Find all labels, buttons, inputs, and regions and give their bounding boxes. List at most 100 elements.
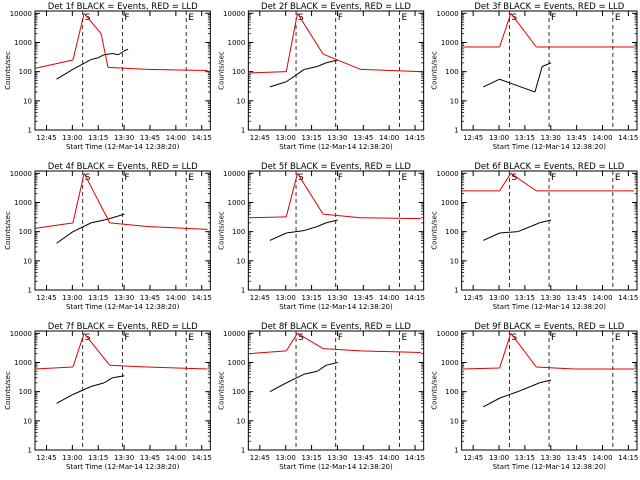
x-axis-label: Start Time (12-Mar-14 12:38:20)	[493, 143, 607, 151]
x-tick-label: 13:15	[88, 134, 108, 142]
x-tick-label: 14:15	[405, 454, 425, 462]
lld-segment	[72, 173, 85, 223]
x-tick-label: 13:45	[140, 294, 160, 302]
events-segment	[103, 217, 113, 221]
events-segment	[482, 397, 500, 408]
x-tick-label: 13:45	[353, 294, 373, 302]
lld-segment	[510, 13, 537, 48]
lld-segment	[72, 13, 85, 61]
x-tick-label: 14:15	[405, 134, 425, 142]
events-segment	[539, 219, 552, 224]
y-tick-label: 1000	[228, 359, 246, 367]
x-tick-label: 13:00	[276, 134, 296, 142]
y-tick-label: 1000	[228, 39, 246, 47]
x-tick-label: 13:45	[353, 134, 373, 142]
flag-letter: S	[298, 333, 304, 343]
lld-segment	[510, 333, 537, 368]
x-tick-label: 14:15	[618, 454, 638, 462]
y-tick-label: 1	[28, 447, 32, 455]
y-tick-label: 10000	[223, 10, 245, 18]
flag-letter: E	[402, 173, 408, 183]
x-tick-label: 12:45	[463, 294, 483, 302]
events-segment	[72, 59, 92, 70]
flag-letter: E	[402, 13, 408, 23]
x-tick-label: 13:15	[88, 454, 108, 462]
x-axis-label: Start Time (12-Mar-14 12:38:20)	[279, 143, 393, 151]
lld-segment	[323, 213, 361, 219]
x-tick-label: 12:45	[463, 134, 483, 142]
flag-letter: F	[338, 13, 343, 23]
x-tick-label: 14:00	[166, 294, 186, 302]
x-tick-label: 12:45	[463, 454, 483, 462]
x-tick-label: 13:45	[567, 294, 587, 302]
y-tick-label: 1	[454, 447, 458, 455]
y-tick-label: 10000	[223, 170, 245, 178]
events-segment	[98, 54, 105, 59]
y-tick-label: 10	[23, 417, 32, 425]
x-tick-label: 13:30	[327, 294, 347, 302]
lld-segment	[34, 222, 74, 229]
x-tick-label: 14:00	[592, 454, 612, 462]
events-segment	[499, 391, 518, 399]
y-axis-label: Counts/sec	[217, 51, 225, 90]
events-segment	[304, 370, 318, 375]
x-axis-label: Start Time (12-Mar-14 12:38:20)	[279, 463, 393, 471]
events-segment	[90, 382, 105, 387]
y-tick-label: 1	[241, 287, 245, 295]
flag-letter: S	[298, 173, 304, 183]
panel-title: Det 2f BLACK = Events, RED = LLD	[261, 2, 411, 12]
y-tick-label: 1000	[441, 199, 459, 207]
events-segment	[90, 57, 99, 61]
lld-segment	[83, 173, 111, 224]
panel-title: Det 9f BLACK = Events, RED = LLD	[474, 322, 624, 332]
panel-title: Det 1f BLACK = Events, RED = LLD	[48, 2, 198, 12]
y-axis-label: Counts/sec	[431, 371, 439, 410]
lld-segment	[285, 333, 298, 352]
lld-segment	[360, 68, 421, 73]
x-tick-label: 13:00	[489, 134, 509, 142]
y-tick-label: 10000	[10, 330, 32, 338]
panel-title: Det 4f BLACK = Events, RED = LLD	[48, 162, 198, 172]
events-segment	[112, 375, 125, 379]
y-axis-label: Counts/sec	[431, 51, 439, 90]
events-segment	[317, 222, 327, 227]
lld-segment	[248, 216, 287, 219]
x-tick-label: 14:00	[379, 294, 399, 302]
lld-segment	[147, 366, 208, 370]
panel-title: Det 5f BLACK = Events, RED = LLD	[261, 162, 411, 172]
flag-letter: E	[615, 333, 621, 343]
y-tick-label: 1000	[14, 359, 32, 367]
y-tick-label: 10	[236, 417, 245, 425]
events-segment	[269, 81, 287, 88]
events-segment	[304, 66, 318, 70]
panel-title: Det 8f BLACK = Events, RED = LLD	[261, 322, 411, 332]
lld-segment	[285, 173, 298, 218]
flag-letter: E	[188, 173, 194, 183]
x-tick-label: 14:15	[192, 454, 212, 462]
lld-segment	[461, 367, 500, 370]
lld-segment	[499, 173, 512, 192]
flag-letter: S	[85, 173, 91, 183]
detector-panel: Det 1f BLACK = Events, RED = LLD 1 10 100 10…	[4, 2, 212, 151]
lld-segment	[323, 348, 361, 352]
flag-letter: S	[511, 173, 517, 183]
x-tick-label: 13:00	[62, 294, 82, 302]
y-axis-label: Counts/sec	[4, 211, 12, 250]
x-tick-label: 13:15	[301, 294, 321, 302]
lld-segment	[109, 222, 148, 228]
flag-letter: E	[402, 333, 408, 343]
y-tick-label: 10000	[436, 170, 458, 178]
x-tick-label: 14:00	[166, 454, 186, 462]
y-tick-label: 1000	[228, 199, 246, 207]
y-tick-label: 10000	[436, 10, 458, 18]
y-tick-label: 100	[445, 228, 458, 236]
events-segment	[499, 231, 518, 234]
x-tick-label: 12:45	[36, 454, 56, 462]
lld-segment	[360, 350, 421, 353]
detector-panel: Det 9f BLACK = Events, RED = LLD 1 10 100 10…	[431, 322, 639, 471]
x-tick-label: 13:45	[140, 134, 160, 142]
y-tick-label: 10	[450, 417, 459, 425]
x-tick-label: 12:45	[250, 294, 270, 302]
lld-segment	[147, 68, 208, 71]
